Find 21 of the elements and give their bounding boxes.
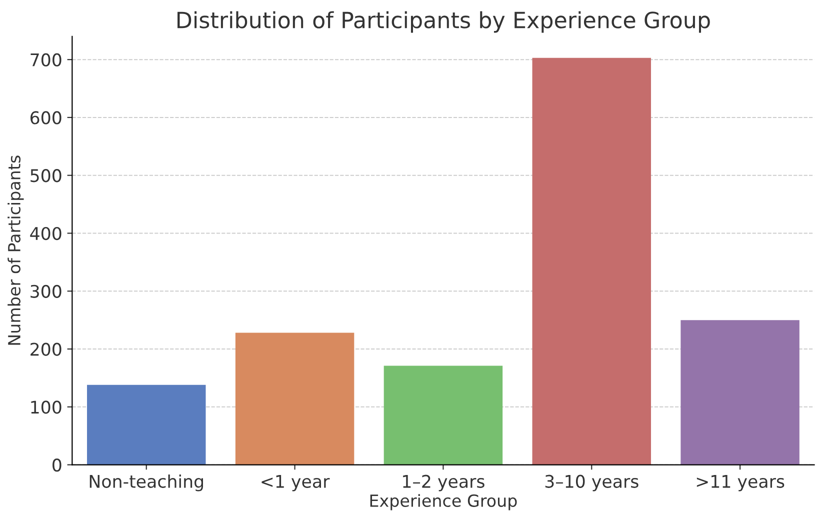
x-tick-label: <1 year (262, 475, 330, 492)
x-axis-title: Experience Group (370, 494, 517, 510)
bar (384, 366, 503, 465)
chart-title: Distribution of Participants by Experience Group (178, 11, 710, 33)
y-tick-label: 700 (30, 53, 62, 66)
y-tick-label: 500 (30, 169, 62, 182)
x-tick-label: >11 years (696, 475, 784, 492)
x-tick-label: 1–2 years (403, 474, 484, 492)
x-tick-label: Non-teaching (90, 474, 203, 492)
x-tick-label: 3–10 years (545, 474, 638, 492)
y-tick-label: 300 (30, 284, 62, 298)
bar (87, 384, 206, 465)
y-tick-label: 200 (30, 342, 62, 356)
y-tick-label: 100 (31, 400, 62, 414)
bar (532, 58, 651, 465)
y-axis-title: Number of Participants (8, 156, 24, 345)
y-tick-label: 0 (52, 458, 62, 472)
bar (680, 320, 800, 465)
y-tick-label: 400 (30, 226, 62, 240)
y-tick-label: 600 (30, 111, 62, 124)
bar (235, 332, 354, 465)
